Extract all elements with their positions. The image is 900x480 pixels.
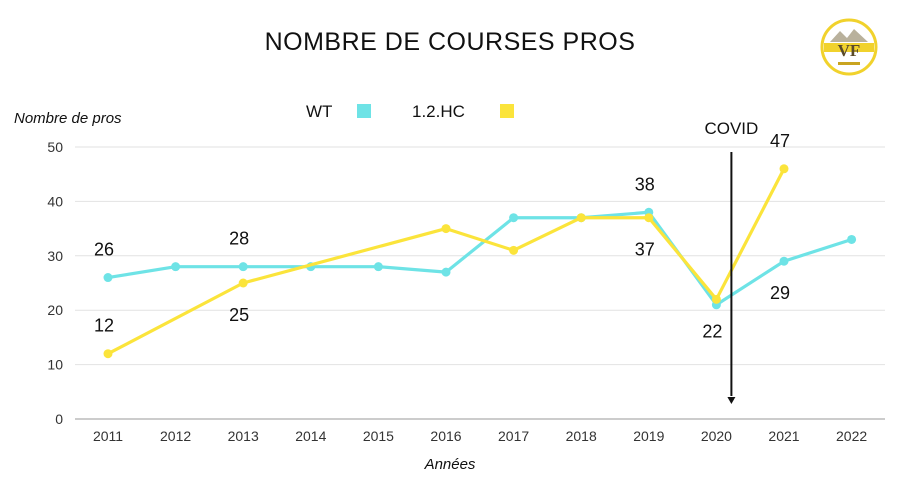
x-tick-label: 2020 bbox=[701, 428, 732, 444]
x-tick-label: 2013 bbox=[228, 428, 259, 444]
data-label: 25 bbox=[229, 305, 249, 325]
data-label: 38 bbox=[635, 174, 655, 194]
x-tick-label: 2015 bbox=[363, 428, 394, 444]
data-point bbox=[103, 273, 113, 283]
x-tick-label: 2022 bbox=[836, 428, 867, 444]
x-tick-label: 2019 bbox=[633, 428, 664, 444]
data-label: 37 bbox=[635, 240, 655, 260]
legend-label-wt: WT bbox=[306, 102, 333, 121]
data-point bbox=[441, 224, 451, 234]
data-point bbox=[238, 278, 248, 288]
data-label: 12 bbox=[94, 316, 114, 336]
x-tick-label: 2014 bbox=[295, 428, 326, 444]
data-point bbox=[779, 164, 789, 174]
data-point bbox=[576, 213, 586, 223]
data-label: 26 bbox=[94, 240, 114, 260]
covid-annotation: COVID bbox=[704, 119, 758, 138]
y-tick-label: 0 bbox=[55, 411, 63, 427]
data-label: 29 bbox=[770, 283, 790, 303]
legend-label-hc: 1.2.HC bbox=[412, 102, 465, 121]
y-axis-label: Nombre de pros bbox=[14, 110, 122, 127]
data-label: 47 bbox=[770, 131, 790, 151]
data-point bbox=[238, 262, 248, 272]
data-label: 28 bbox=[229, 229, 249, 249]
covid-arrow-head bbox=[727, 397, 736, 404]
svg-text:VF: VF bbox=[838, 41, 861, 60]
data-point bbox=[847, 234, 857, 244]
x-tick-label: 2018 bbox=[566, 428, 597, 444]
data-point bbox=[644, 213, 654, 223]
y-tick-label: 10 bbox=[47, 357, 63, 373]
y-tick-label: 30 bbox=[47, 248, 63, 264]
legend-swatch-hc bbox=[499, 104, 514, 118]
data-point bbox=[509, 213, 519, 223]
data-point bbox=[103, 349, 113, 359]
legend-swatch-wt bbox=[356, 104, 371, 118]
x-tick-label: 2021 bbox=[768, 428, 799, 444]
y-tick-label: 50 bbox=[47, 139, 63, 155]
x-tick-label: 2016 bbox=[430, 428, 461, 444]
y-tick-label: 40 bbox=[47, 193, 63, 209]
data-point bbox=[509, 245, 519, 255]
y-tick-label: 20 bbox=[47, 302, 63, 318]
data-label: 22 bbox=[702, 321, 722, 341]
series-line-1 bbox=[106, 167, 786, 356]
data-point bbox=[373, 262, 383, 272]
legend-item-hc: 1.2.HC bbox=[412, 102, 514, 122]
data-point bbox=[711, 294, 721, 304]
x-tick-label: 2011 bbox=[93, 428, 123, 444]
data-point bbox=[171, 262, 181, 272]
data-point bbox=[441, 267, 451, 277]
data-point bbox=[779, 256, 789, 266]
x-tick-label: 2017 bbox=[498, 428, 529, 444]
x-axis-label: Années bbox=[424, 456, 476, 473]
chart-title: NOMBRE DE COURSES PROS bbox=[264, 28, 636, 56]
legend-item-wt: WT bbox=[306, 102, 371, 122]
x-tick-label: 2012 bbox=[160, 428, 191, 444]
series-line-0 bbox=[106, 210, 854, 307]
brand-logo: VF bbox=[820, 18, 878, 76]
